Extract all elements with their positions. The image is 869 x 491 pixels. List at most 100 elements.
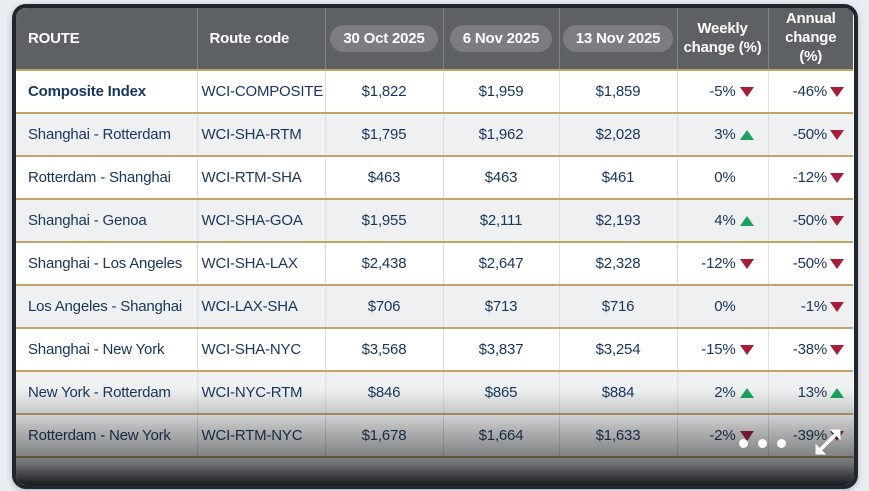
- table-row: Shanghai - Los Angeles WCI-SHA-LAX $2,43…: [16, 241, 853, 285]
- route-cell: Composite Index: [16, 69, 197, 113]
- price-cell: $1,959: [442, 69, 559, 113]
- change-direction-icon: [736, 130, 758, 140]
- price-cell: $1,955: [324, 198, 443, 242]
- change-direction-icon: [827, 302, 847, 312]
- column-header-date-2: 6 Nov 2025: [442, 8, 559, 71]
- route-cell: Rotterdam - Shanghai: [16, 155, 197, 199]
- change-direction-icon: [827, 216, 847, 226]
- dot-icon: [777, 439, 786, 448]
- change-value: 4%: [714, 212, 736, 229]
- change-direction-icon: [736, 345, 758, 355]
- expand-arrows-icon[interactable]: [811, 425, 845, 459]
- annual-change-cell: -46%: [767, 69, 853, 113]
- route-code-cell: WCI-SHA-RTM: [196, 112, 325, 156]
- table-row: Los Angeles - Shanghai WCI-LAX-SHA $706 …: [16, 284, 853, 328]
- weekly-change-cell: -5%: [676, 69, 768, 113]
- change-direction-icon: [827, 388, 847, 398]
- dot-icon: [758, 439, 767, 448]
- route-cell: Los Angeles - Shanghai: [16, 284, 197, 328]
- change-value: 13%: [797, 384, 828, 401]
- change-value: -2%: [709, 427, 736, 444]
- weekly-change-cell: -12%: [676, 241, 768, 285]
- table-row: Composite Index WCI-COMPOSITE $1,822 $1,…: [16, 69, 853, 113]
- weekly-change-cell: 0%: [676, 155, 768, 199]
- price-cell: $1,795: [324, 112, 443, 156]
- table-row: Shanghai - New York WCI-SHA-NYC $3,568 $…: [16, 327, 853, 371]
- route-cell: Rotterdam - New York: [16, 413, 197, 458]
- price-cell: $461: [558, 155, 677, 199]
- weekly-change-cell: -15%: [676, 327, 768, 371]
- route-code-cell: WCI-LAX-SHA: [196, 284, 325, 328]
- price-cell: $846: [324, 370, 443, 414]
- change-direction-icon: [736, 388, 758, 398]
- route-code-cell: WCI-SHA-GOA: [196, 198, 325, 242]
- more-options-dots-icon[interactable]: [739, 439, 786, 448]
- change-value: -50%: [792, 126, 827, 143]
- change-value: -50%: [792, 255, 827, 272]
- change-value: -50%: [792, 212, 827, 229]
- price-cell: $706: [324, 284, 443, 328]
- date-pill: 30 Oct 2025: [330, 25, 438, 52]
- route-code-cell: WCI-COMPOSITE: [196, 69, 325, 113]
- change-direction-icon: [736, 216, 758, 226]
- column-header-weekly-change: Weekly change (%): [676, 8, 768, 71]
- price-cell: $713: [442, 284, 559, 328]
- column-header-annual-change: Annual change (%): [767, 8, 853, 71]
- annual-change-cell: -12%: [767, 155, 853, 199]
- change-value: -12%: [792, 169, 827, 186]
- price-cell: $1,822: [324, 69, 443, 113]
- route-code-cell: WCI-SHA-LAX: [196, 241, 325, 285]
- dot-icon: [739, 439, 748, 448]
- change-value: 3%: [714, 126, 736, 143]
- weekly-change-cell: 3%: [676, 112, 768, 156]
- route-cell: New York - Rotterdam: [16, 370, 197, 414]
- price-cell: $3,254: [558, 327, 677, 371]
- column-header-date-1: 30 Oct 2025: [324, 8, 443, 71]
- route-cell: Shanghai - New York: [16, 327, 197, 371]
- price-cell: $1,633: [558, 413, 677, 458]
- change-value: -12%: [701, 255, 736, 272]
- table-row: Rotterdam - Shanghai WCI-RTM-SHA $463 $4…: [16, 155, 853, 199]
- price-cell: $3,837: [442, 327, 559, 371]
- rates-table: ROUTE Route code 30 Oct 2025 6 Nov 2025 …: [16, 8, 853, 458]
- weekly-change-cell: 0%: [676, 284, 768, 328]
- annual-change-cell: -50%: [767, 198, 853, 242]
- annual-change-cell: 13%: [767, 370, 853, 414]
- route-code-cell: WCI-RTM-NYC: [196, 413, 325, 458]
- price-cell: $463: [324, 155, 443, 199]
- change-direction-icon: [736, 87, 758, 97]
- table-row: Shanghai - Rotterdam WCI-SHA-RTM $1,795 …: [16, 112, 853, 156]
- change-direction-icon: [827, 345, 847, 355]
- price-cell: $2,028: [558, 112, 677, 156]
- price-cell: $463: [442, 155, 559, 199]
- price-cell: $716: [558, 284, 677, 328]
- annual-change-cell: -38%: [767, 327, 853, 371]
- route-code-cell: WCI-SHA-NYC: [196, 327, 325, 371]
- rates-table-widget: ROUTE Route code 30 Oct 2025 6 Nov 2025 …: [12, 4, 858, 489]
- price-cell: $2,438: [324, 241, 443, 285]
- price-cell: $884: [558, 370, 677, 414]
- change-direction-icon: [827, 87, 847, 97]
- price-cell: $2,193: [558, 198, 677, 242]
- price-cell: $1,664: [442, 413, 559, 458]
- table-row: Rotterdam - New York WCI-RTM-NYC $1,678 …: [16, 413, 853, 458]
- table-header: ROUTE Route code 30 Oct 2025 6 Nov 2025 …: [16, 8, 853, 71]
- column-header-route: ROUTE: [16, 8, 197, 71]
- price-cell: $865: [442, 370, 559, 414]
- change-value: 2%: [714, 384, 736, 401]
- table-row: New York - Rotterdam WCI-NYC-RTM $846 $8…: [16, 370, 853, 414]
- column-header-date-3: 13 Nov 2025: [558, 8, 677, 71]
- route-code-cell: WCI-NYC-RTM: [196, 370, 325, 414]
- change-value: -5%: [709, 83, 736, 100]
- annual-change-cell: -1%: [767, 284, 853, 328]
- price-cell: $2,111: [442, 198, 559, 242]
- change-value: 0%: [714, 169, 736, 186]
- route-code-cell: WCI-RTM-SHA: [196, 155, 325, 199]
- route-cell: Shanghai - Los Angeles: [16, 241, 197, 285]
- change-value: -46%: [792, 83, 827, 100]
- route-cell: Shanghai - Rotterdam: [16, 112, 197, 156]
- annual-change-cell: -50%: [767, 241, 853, 285]
- price-cell: $1,678: [324, 413, 443, 458]
- change-value: 0%: [714, 298, 736, 315]
- change-direction-icon: [827, 173, 847, 183]
